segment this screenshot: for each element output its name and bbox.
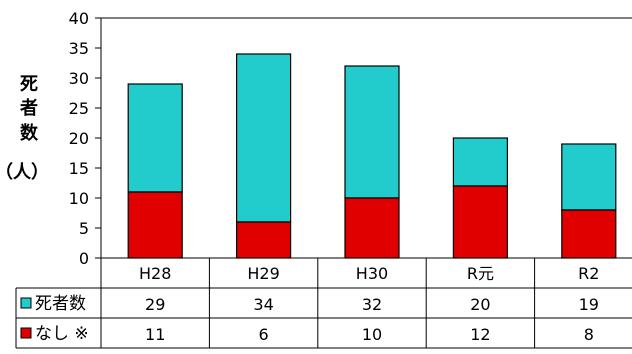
category-label: H30 [356,264,388,283]
y-axis-label-char: 者 [19,98,38,119]
table-cell-value: 19 [579,295,599,314]
y-tick-label: 5 [79,219,89,238]
table-cell-value: 11 [145,325,165,344]
y-tick-label: 40 [69,9,89,28]
table-cell-value: 29 [145,295,165,314]
y-tick-label: 15 [69,159,89,178]
table-cell-value: 20 [470,295,490,314]
y-tick-label: 25 [69,99,89,118]
table-cell-value: 6 [259,325,269,344]
table-cell-value: 10 [362,325,382,344]
y-tick-label: 35 [69,39,89,58]
y-axis-label-group: 死 者 数 （人） [0,74,49,183]
data-table: H28 H29 H30 R元 R2 死者数 29 34 32 20 19 なし ※ 11 6 10 12 8 [15,257,632,349]
table-row-label: 死者数 [35,294,86,314]
y-tick-label: 30 [69,69,89,88]
category-label: H29 [247,264,279,283]
bar-segment-base [127,191,183,259]
legend-key [20,327,32,339]
bar-segment-base [236,221,292,259]
bar-segment-base [344,197,400,259]
y-axis-label-char: 数 [20,122,39,144]
table-cell-value: 32 [362,295,382,314]
category-label: H28 [139,264,171,283]
table-row-label: なし ※ [35,324,89,344]
bar-segment-base [561,209,617,259]
y-axis-label-char: 死 [20,74,38,95]
category-label: R元 [467,264,494,283]
plot-area: 0 5 10 15 20 25 30 35 40 [69,9,632,348]
y-axis-unit-label: （人） [0,162,49,183]
table-cell-value: 34 [253,295,273,314]
bar-segment-total [344,65,400,199]
legend-key [20,297,32,309]
bar-segment-total [452,137,508,187]
bar-segment-total [127,83,183,193]
y-tick-label: 20 [69,129,89,148]
table-cell-value: 8 [584,325,594,344]
table-cell-value: 12 [470,325,490,344]
bar-segment-total [561,143,617,211]
y-tick-label: 0 [79,249,89,268]
category-label: R2 [578,264,599,283]
bar-segment-total [236,53,292,223]
y-tick-label: 10 [69,189,89,208]
bar-segment-base [452,185,508,259]
